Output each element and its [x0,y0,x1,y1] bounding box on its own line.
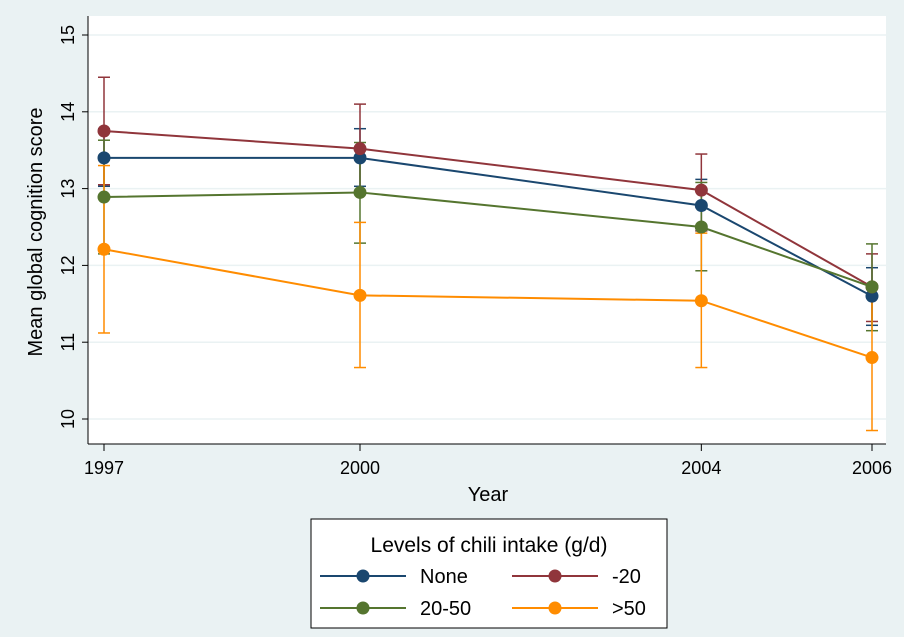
data-point [694,198,708,212]
series-layer [97,76,879,432]
data-point [353,142,367,156]
legend-swatch-marker [548,601,562,615]
data-point [97,151,111,165]
series-line [104,156,873,298]
legend-label: 20-50 [420,598,471,620]
x-tick-label: 2004 [681,458,721,478]
series-line [103,191,873,288]
data-point [694,294,708,308]
legend: Levels of chili intake (g/d) None -20 20-5… [310,518,668,629]
legend-entries: None -20 20-50 >50 [320,566,646,620]
legend-swatch-marker [548,569,562,583]
y-tick-label: 13 [58,179,78,199]
legend-title: Levels of chili intake (g/d) [371,534,608,557]
grid-layer [88,34,886,420]
data-point [97,190,111,204]
y-tick-label: 11 [58,333,78,352]
legend-swatch-marker [356,569,370,583]
data-point [353,185,367,199]
plot-area [88,16,886,444]
x-axis-title: Year [468,484,509,506]
y-tick-label: 15 [58,25,78,45]
data-point [353,151,367,165]
data-point [694,220,708,234]
data-point [865,280,879,294]
data-point [865,351,879,365]
legend-swatch-marker [356,601,370,615]
axes-layer: 10 11 12 13 14 15 1997 2000 2004 2006 [58,16,892,478]
data-point [97,124,111,138]
legend-box [310,518,668,629]
data-point [353,288,367,302]
y-tick-label: 12 [58,255,78,275]
y-tick-label: 10 [58,409,78,429]
series-line [103,248,873,359]
y-tick-label: 14 [58,102,78,122]
data-point [97,242,111,256]
x-tick-label: 1997 [84,458,124,478]
y-axis-title: Mean global cognition score [25,107,47,356]
data-point [865,289,879,303]
legend-label: None [420,566,468,588]
data-point [694,183,708,197]
legend-label: -20 [612,566,641,588]
series-line [103,130,873,288]
legend-label: >50 [612,598,646,620]
x-tick-label: 2000 [340,458,380,478]
x-tick-label: 2006 [852,458,892,478]
